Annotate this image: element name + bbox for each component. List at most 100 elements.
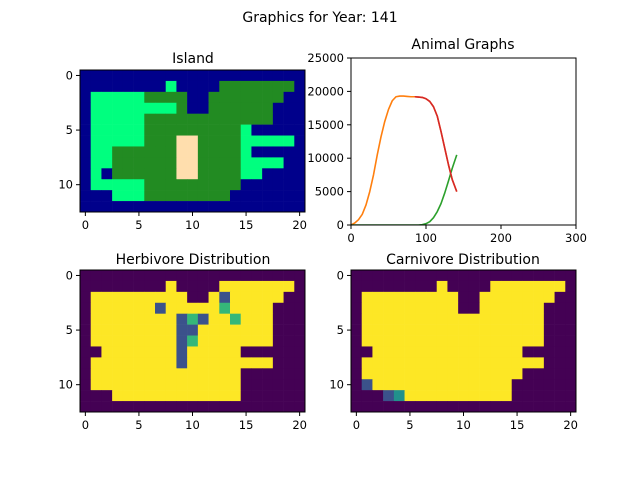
herbivore-cell: [187, 313, 199, 325]
herbivore-cell: [155, 313, 167, 325]
carnivore-cell: [479, 324, 491, 336]
carnivore-cell: [468, 335, 480, 347]
carnivore-cell: [468, 280, 480, 293]
herbivore-cell: [133, 291, 145, 304]
island-cell: [101, 190, 113, 202]
carnivore-cell: [436, 313, 448, 325]
carnivore-cell: [361, 401, 373, 413]
island-cell: [80, 135, 92, 147]
carnivore-cell: [458, 280, 470, 293]
carnivore-cell: [501, 357, 513, 369]
carnivore-cell: [533, 368, 545, 380]
carnivore-cell: [393, 390, 405, 402]
carnivore-cell: [361, 280, 373, 293]
island-cell: [176, 80, 188, 93]
carnivore-cell: [458, 357, 470, 369]
herbivore-cell: [219, 390, 231, 402]
herbivore-cell: [144, 302, 156, 314]
carnivore-cell: [468, 390, 480, 402]
herbivore-cell: [112, 335, 124, 347]
island-cell: [155, 201, 167, 213]
carnivore-cell: [436, 346, 448, 358]
island-cell: [165, 113, 177, 125]
island-cell: [294, 201, 306, 213]
herbivore-cell: [165, 313, 177, 325]
herbivore-cell: [187, 368, 199, 380]
herbivore-cell: [294, 313, 306, 325]
carnivore-cell: [522, 357, 534, 369]
carnivore-cell: [511, 280, 523, 293]
carnivore-cell: [361, 346, 373, 358]
carnivore-cell: [372, 335, 384, 347]
herbivore-cell: [112, 324, 124, 336]
island-cell: [208, 91, 220, 104]
herbivore-cell: [262, 313, 274, 325]
island-cell: [165, 157, 177, 169]
carnivore-cell: [447, 324, 459, 336]
island-cell: [80, 124, 92, 136]
island-cell: [187, 91, 199, 104]
island-cell: [262, 80, 274, 93]
herbivore-cell: [101, 324, 113, 336]
island-cell: [251, 91, 263, 104]
island-cell: [294, 80, 306, 93]
herbivore-cell: [187, 302, 199, 314]
herbivore-cell: [262, 291, 274, 304]
island-cell: [144, 70, 156, 82]
carnivore-cell: [533, 302, 545, 314]
carnivore-cell: [533, 379, 545, 391]
island-cell: [80, 179, 92, 191]
island-cell: [155, 102, 167, 114]
herbivore-cell: [155, 379, 167, 391]
island-cell: [112, 124, 124, 136]
island-cell: [122, 102, 134, 114]
herbivore-cell: [272, 324, 284, 336]
carnivore-cell: [351, 335, 363, 347]
island-cell: [144, 157, 156, 169]
carnivore-cell: [361, 313, 373, 325]
carnivore-cell: [543, 302, 555, 314]
herbivore-cell: [90, 368, 102, 380]
herbivore-cell: [133, 302, 145, 314]
island-cell: [176, 135, 188, 147]
island-cell: [240, 70, 252, 82]
island-cell: [272, 70, 284, 82]
herbivore-cell: [101, 313, 113, 325]
herbivore-cell: [240, 357, 252, 369]
herbivore-cell: [187, 357, 199, 369]
carnivore-cell: [511, 368, 523, 380]
herbivore-cell: [294, 270, 306, 282]
animal-series-line-2: [414, 95, 458, 192]
island-cell: [187, 157, 199, 169]
herbivore-cell: [272, 270, 284, 282]
carnivore-cell: [393, 302, 405, 314]
carnivore-cell: [458, 401, 470, 413]
island-cell: [208, 80, 220, 93]
carnivore-cell: [554, 270, 566, 282]
carnivore-cell: [501, 379, 513, 391]
herbivore-cell: [240, 368, 252, 380]
island-cell: [101, 201, 113, 213]
island-cell: [155, 80, 167, 93]
island-cell: [208, 113, 220, 125]
island-cell: [101, 70, 113, 82]
carnivore-cell: [490, 401, 502, 413]
carnivore-cell: [565, 346, 577, 358]
carnivore-cell: [372, 390, 384, 402]
island-cell: [219, 113, 231, 125]
island-cell: [272, 146, 284, 158]
island-cell: [176, 168, 188, 180]
herbivore-cell: [251, 368, 263, 380]
island-cell: [272, 135, 284, 147]
carnivore-cell: [468, 401, 480, 413]
carnivore-cell: [458, 379, 470, 391]
animal-xtick-label: 100: [415, 231, 437, 245]
carnivore-cell: [468, 357, 480, 369]
carnivore-cell: [361, 357, 373, 369]
island-cell: [165, 146, 177, 158]
herbivore-cell: [176, 357, 188, 369]
carnivore-cell: [415, 368, 427, 380]
island-cell: [197, 190, 209, 202]
carnivore-cell: [426, 357, 438, 369]
island-cell: [197, 168, 209, 180]
